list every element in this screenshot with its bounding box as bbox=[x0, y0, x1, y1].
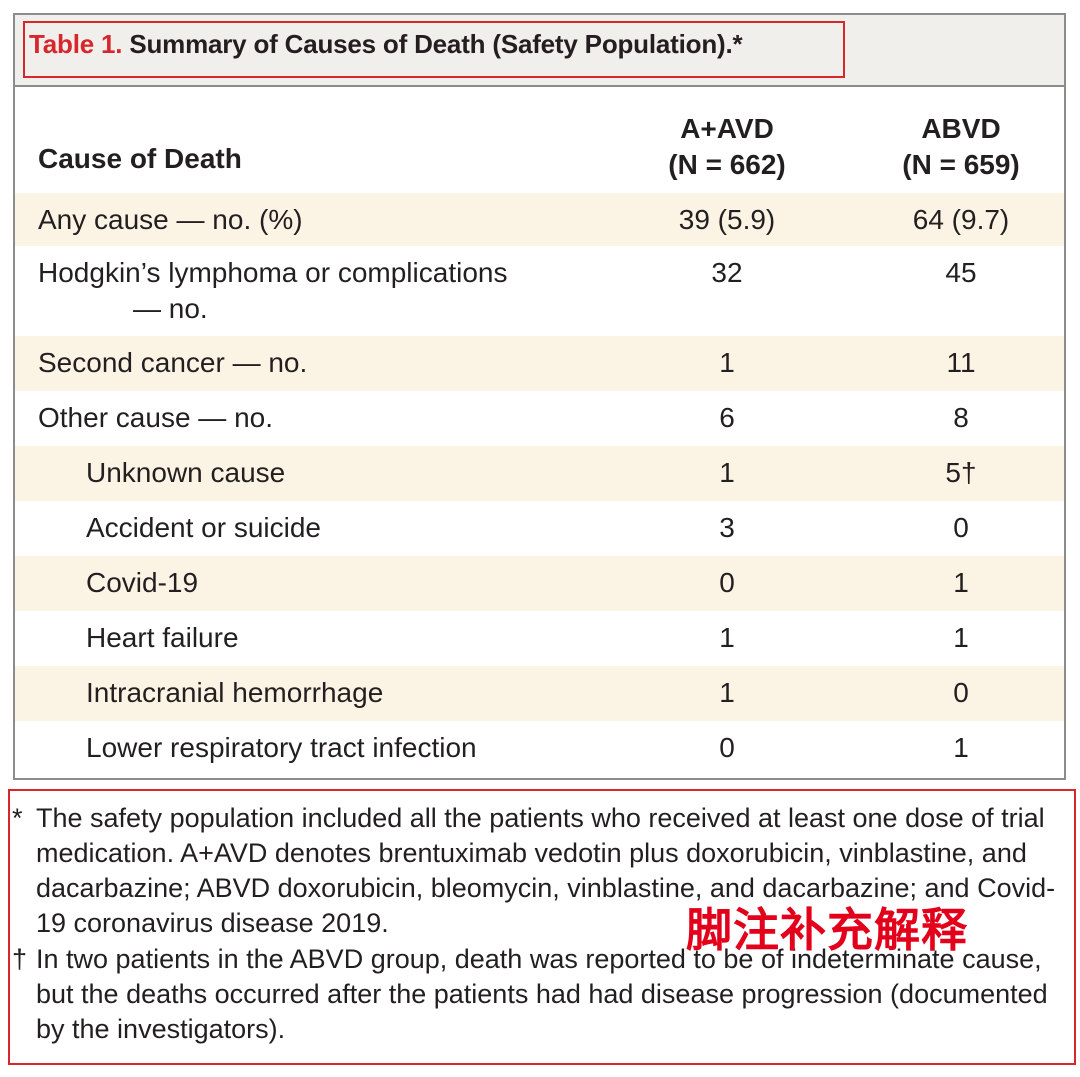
row-value-aavd: 1 bbox=[719, 457, 735, 488]
table-row: Lower respiratory tract infection 0 1 bbox=[15, 721, 1064, 776]
footnote-text: In two patients in the ABVD group, death… bbox=[36, 944, 1048, 1044]
row-value-abvd: 1 bbox=[953, 622, 969, 653]
table-row: Hodgkin’s lymphoma or complications — no… bbox=[15, 246, 1064, 336]
title-highlight-box bbox=[23, 21, 845, 78]
row-value-aavd: 1 bbox=[719, 622, 735, 653]
table-row: Other cause — no. 6 8 bbox=[15, 391, 1064, 446]
row-cause: Heart failure bbox=[86, 622, 239, 653]
header-aavd-n: (N = 662) bbox=[668, 149, 786, 180]
row-cause: Unknown cause bbox=[86, 457, 286, 488]
header-aavd-name: A+AVD bbox=[680, 113, 774, 144]
row-value-abvd: 1 bbox=[953, 567, 969, 598]
row-cause-line1: Hodgkin’s lymphoma or complications bbox=[38, 257, 508, 288]
chinese-annotation: 脚注补充解释 bbox=[686, 903, 968, 957]
header-abvd: ABVD (N = 659) bbox=[881, 111, 1041, 183]
table-row: Accident or suicide 3 0 bbox=[15, 501, 1064, 556]
table-row: Intracranial hemorrhage 1 0 bbox=[15, 666, 1064, 721]
row-cause: Covid-19 bbox=[86, 567, 199, 598]
row-value-abvd: 0 bbox=[953, 677, 969, 708]
row-cause: Any cause — no. (%) bbox=[38, 204, 303, 235]
row-cause: Accident or suicide bbox=[86, 512, 322, 543]
table-title: Table 1. Summary of Causes of Death (Saf… bbox=[29, 29, 743, 60]
column-header-row: Cause of Death A+AVD (N = 662) ABVD (N =… bbox=[15, 95, 1064, 193]
footnote-asterisk: * The safety population included all the… bbox=[10, 801, 1071, 941]
row-value-aavd: 39 (5.9) bbox=[678, 204, 776, 235]
footnote-dagger: † In two patients in the ABVD group, dea… bbox=[10, 942, 1071, 1047]
row-cause-line2: — no. bbox=[133, 293, 208, 324]
row-value-abvd: 45 bbox=[945, 257, 977, 288]
header-abvd-name: ABVD bbox=[921, 113, 1001, 144]
row-cause: Second cancer — no. bbox=[38, 347, 308, 378]
header-aavd: A+AVD (N = 662) bbox=[647, 111, 807, 183]
table-row: Unknown cause 1 5† bbox=[15, 446, 1064, 501]
footnotes-highlight-box: * The safety population included all the… bbox=[8, 789, 1076, 1065]
row-value-aavd: 1 bbox=[719, 677, 735, 708]
header-cause-of-death: Cause of Death bbox=[38, 143, 242, 174]
row-value-aavd: 0 bbox=[719, 732, 735, 763]
table-row: Second cancer — no. 1 11 bbox=[15, 336, 1064, 391]
row-value-abvd: 8 bbox=[953, 402, 969, 433]
row-value-abvd: 64 (9.7) bbox=[912, 204, 1010, 235]
table-title-text: Summary of Causes of Death (Safety Popul… bbox=[129, 29, 743, 59]
footnote-text: The safety population included all the p… bbox=[36, 803, 1056, 938]
table-row: Heart failure 1 1 bbox=[15, 611, 1064, 666]
header-abvd-n: (N = 659) bbox=[902, 149, 1020, 180]
row-value-abvd: 5† bbox=[945, 457, 977, 488]
row-value-abvd: 0 bbox=[953, 512, 969, 543]
row-value-aavd: 0 bbox=[719, 567, 735, 598]
row-cause: Other cause — no. bbox=[38, 402, 274, 433]
title-band: Table 1. Summary of Causes of Death (Saf… bbox=[15, 15, 1064, 87]
table-number: Table 1. bbox=[29, 29, 123, 59]
row-value-aavd: 6 bbox=[719, 402, 735, 433]
row-value-aavd: 1 bbox=[719, 347, 735, 378]
table-row: Any cause — no. (%) 39 (5.9) 64 (9.7) bbox=[15, 193, 1064, 246]
row-cause: Hodgkin’s lymphoma or complications — no… bbox=[38, 255, 507, 327]
row-value-aavd: 3 bbox=[719, 512, 735, 543]
row-value-abvd: 1 bbox=[953, 732, 969, 763]
row-cause: Lower respiratory tract infection bbox=[86, 732, 477, 763]
table-body: Any cause — no. (%) 39 (5.9) 64 (9.7) Ho… bbox=[15, 193, 1064, 776]
row-cause: Intracranial hemorrhage bbox=[86, 677, 384, 708]
footnote-mark: † bbox=[12, 944, 28, 974]
row-value-aavd: 32 bbox=[711, 257, 743, 288]
table-row: Covid-19 0 1 bbox=[15, 556, 1064, 611]
row-value-abvd: 11 bbox=[946, 347, 976, 378]
footnote-mark: * bbox=[12, 803, 23, 833]
table-frame: Table 1. Summary of Causes of Death (Saf… bbox=[13, 13, 1066, 780]
